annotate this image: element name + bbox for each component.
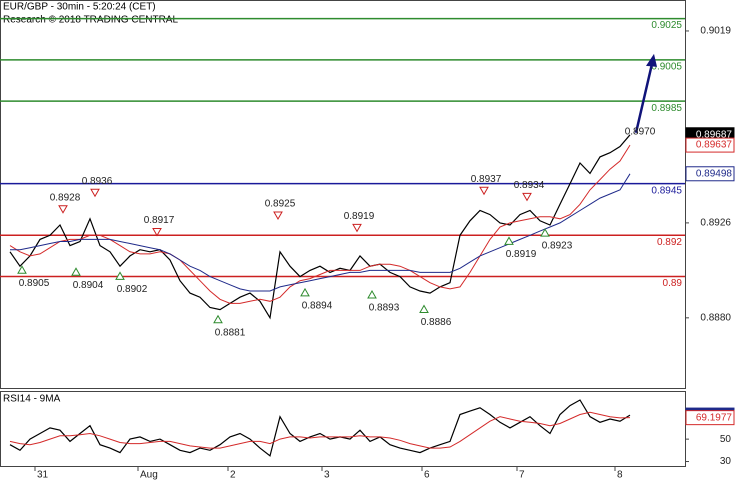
series-line: [10, 173, 631, 292]
series-line: [9, 134, 631, 320]
forecast-arrow: [634, 63, 654, 134]
swing-high-marker: [522, 192, 532, 202]
swing-low-marker: [540, 228, 550, 237]
swing-low-label: 0.8904: [73, 280, 104, 291]
swing-low-marker: [17, 265, 27, 274]
last-value-box: [685, 137, 735, 153]
swing-low-marker: [419, 304, 429, 313]
x-tick-label: 2: [230, 470, 236, 480]
last-value-box: [685, 166, 735, 182]
level-label: 0.8985: [651, 103, 682, 114]
rsi-panel: [0, 391, 686, 467]
x-tick-label: Aug: [140, 470, 158, 480]
swing-high-label: 0.8917: [144, 215, 175, 226]
y-tick-label: 0.8880: [700, 312, 731, 323]
swing-low-marker: [300, 287, 310, 297]
swing-low-label: 0.8893: [369, 303, 400, 314]
swing-low-label: 0.8902: [117, 284, 148, 295]
series-line: [9, 399, 631, 457]
series-line: [9, 411, 631, 449]
last-value-label: 0.89637: [696, 140, 733, 151]
swing-high-marker: [479, 186, 489, 196]
y-tick-label: 30: [720, 456, 732, 467]
swing-high-marker: [90, 188, 100, 198]
swing-low-label: 0.8919: [506, 249, 537, 260]
swing-low-marker: [213, 314, 223, 324]
x-tick-label: 3: [324, 470, 330, 480]
last-value-label: 0.89687: [696, 129, 733, 140]
swing-high-label: 0.8936: [82, 176, 113, 187]
swing-low-marker: [504, 236, 514, 245]
swing-low-label: 0.8886: [421, 317, 452, 328]
rsi-title: RSI14 - 9MA: [3, 394, 61, 405]
x-tick-label: 31: [37, 470, 49, 480]
price-panel: [0, 0, 686, 389]
y-tick-label: 50: [720, 434, 732, 445]
swing-low-label: 0.8923: [542, 241, 573, 252]
last-value-label: 69.1977: [696, 412, 733, 423]
level-label: 0.89: [663, 278, 683, 289]
level-label: 0.892: [657, 237, 682, 248]
x-tick-label: 8: [617, 470, 623, 480]
target-label: 0.8970: [625, 127, 656, 138]
level-label: 0.8945: [651, 185, 682, 196]
swing-high-label: 0.8919: [344, 211, 375, 222]
chart-title: EUR/GBP - 30min - 5:20:24 (CET): [3, 2, 156, 13]
x-tick-label: 6: [424, 470, 430, 480]
chart-subtitle: Research © 2018 TRADING CENTRAL: [3, 15, 178, 26]
swing-high-marker: [152, 227, 162, 237]
swing-low-marker: [367, 289, 377, 299]
swing-low-marker: [115, 271, 125, 280]
swing-high-marker: [273, 211, 283, 220]
last-value-label: 0.89498: [696, 168, 733, 179]
last-value-box: [685, 410, 735, 426]
level-label: 0.9025: [651, 20, 682, 31]
forecast-arrowhead: [646, 53, 657, 67]
swing-high-label: 0.8925: [265, 199, 296, 210]
series-line: [9, 144, 631, 304]
swing-high-marker: [352, 223, 362, 233]
swing-low-label: 0.8881: [215, 327, 246, 338]
x-tick-label: 7: [519, 470, 525, 480]
swing-high-label: 0.8928: [50, 192, 81, 203]
swing-low-marker: [71, 267, 81, 276]
y-tick-label: 0.8926: [700, 218, 731, 229]
swing-low-label: 0.8894: [302, 301, 333, 312]
swing-high-label: 0.8934: [514, 180, 545, 191]
y-tick-label: 0.9019: [700, 26, 731, 37]
swing-high-marker: [58, 205, 68, 214]
swing-low-label: 0.8905: [19, 278, 50, 289]
level-label: 0.9005: [651, 61, 682, 72]
swing-high-label: 0.8937: [471, 174, 502, 185]
